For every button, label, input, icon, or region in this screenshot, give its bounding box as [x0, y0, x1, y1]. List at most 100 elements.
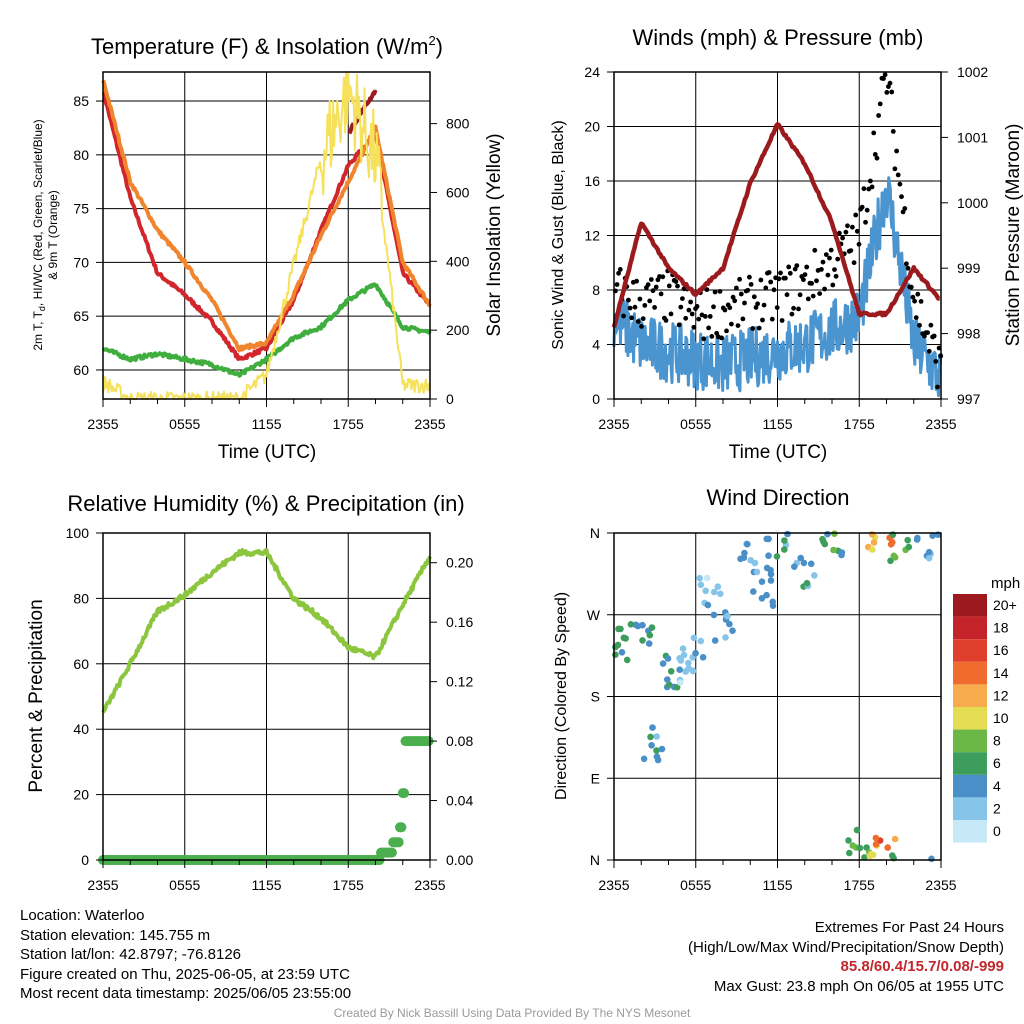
gust-point [658, 291, 664, 297]
direction-point [884, 844, 891, 851]
gust-point [737, 276, 742, 282]
gust-point [884, 90, 890, 95]
y2-tick-label: 0.04 [446, 793, 473, 809]
direction-point [872, 834, 880, 842]
colorbar-label: 0 [993, 823, 1001, 839]
gust-point [854, 228, 860, 234]
direction-point [703, 574, 711, 582]
gust-point [918, 299, 924, 304]
gust-point [819, 267, 824, 272]
colorbar-label: 10 [993, 710, 1009, 726]
gust-point [890, 129, 896, 134]
direction-point [653, 733, 660, 740]
direction-point [667, 668, 675, 675]
colorbar-label: 2 [993, 800, 1001, 816]
colorbar-swatch [953, 729, 987, 753]
direction-point [612, 651, 619, 658]
latlon-text: Station lat/lon: 42.8797; -76.8126 [20, 946, 242, 963]
direction-point [781, 537, 788, 544]
y-tick-label: 8 [592, 282, 600, 298]
y-tick-label: W [587, 607, 601, 623]
created-text: Figure created on Thu, 2025-06-05, at 23… [20, 965, 350, 983]
gust-point [666, 283, 672, 289]
y-tick-label: 24 [584, 64, 600, 80]
y-tick-label: 85 [73, 93, 89, 109]
y-tick-label: 60 [73, 656, 89, 672]
colorbar-swatch [953, 820, 987, 843]
station-info: Location: Waterloo Station elevation: 14… [20, 906, 351, 1004]
gust-point [935, 384, 940, 390]
colorbar-swatch [953, 639, 987, 662]
gust-point [755, 301, 760, 307]
direction-point [648, 624, 656, 631]
direction-point [697, 581, 705, 589]
series-line [101, 282, 432, 378]
direction-point [869, 851, 877, 859]
gust-point [696, 316, 702, 322]
gust-point [874, 155, 880, 161]
gust-point [719, 335, 724, 341]
colorbar-label: 6 [993, 755, 1001, 771]
y2-tick-label: 400 [446, 253, 470, 269]
x-tick-label: 0555 [680, 416, 711, 432]
direction-point [627, 621, 635, 628]
gust-point [850, 224, 855, 230]
y2-tick-label: 0.00 [446, 852, 473, 868]
x-tick-label: 2355 [414, 416, 445, 432]
elevation-text: Station elevation: 145.755 m [20, 926, 211, 944]
max-gust-text: Max Gust: 23.8 mph On 06/05 at 1955 UTC [713, 977, 1004, 995]
direction-point [648, 742, 655, 749]
gust-point [742, 300, 747, 306]
gust-point [933, 359, 939, 364]
credit-text: Created By Nick Bassill Using Data Provi… [333, 1006, 691, 1020]
direction-point [863, 844, 870, 851]
direction-point [845, 837, 852, 844]
colorbar-swatch [953, 594, 987, 617]
direction-point [765, 535, 772, 543]
colorbar-swatch [953, 684, 987, 707]
gust-point [817, 291, 823, 296]
gust-point [637, 296, 643, 302]
gust-point [787, 270, 793, 276]
gust-point [769, 316, 775, 322]
gust-point [827, 255, 832, 261]
y-tick-label: 0 [81, 852, 89, 868]
precip-point [393, 837, 404, 848]
extremes-title: Extremes For Past 24 Hours [814, 919, 1004, 936]
gust-point [712, 289, 718, 295]
gust-point [897, 181, 903, 187]
y-tick-label: 20 [73, 787, 89, 803]
gust-point [729, 321, 734, 327]
x-tick-label: 1755 [844, 877, 875, 893]
gust-point [784, 292, 790, 298]
gust-point [868, 178, 873, 184]
direction-point [647, 733, 654, 741]
gust-point [917, 322, 922, 328]
gust-point [747, 274, 752, 280]
gust-point [926, 348, 932, 354]
gust-point [913, 315, 919, 320]
gust-point [632, 304, 638, 310]
gust-point [678, 304, 684, 310]
direction-point [677, 657, 685, 664]
direction-point [763, 591, 770, 599]
gust-point [822, 286, 827, 292]
colorbar-label: 4 [993, 778, 1001, 794]
gust-point [912, 298, 917, 304]
gust-point [851, 260, 857, 266]
x-tick-label: 0555 [169, 877, 200, 893]
gust-point [691, 324, 697, 330]
gust-point [626, 297, 631, 303]
gust-point [904, 261, 909, 267]
direction-point [664, 676, 671, 683]
direction-point [750, 588, 757, 595]
direction-point [654, 756, 662, 764]
gust-point [675, 283, 680, 289]
direction-point [724, 612, 731, 620]
gust-point [621, 313, 626, 319]
gust-point [730, 294, 736, 300]
gust-point [902, 206, 908, 211]
direction-point [819, 535, 826, 543]
colorbar-swatch [953, 661, 987, 685]
x-tick-label: 1755 [844, 416, 875, 432]
